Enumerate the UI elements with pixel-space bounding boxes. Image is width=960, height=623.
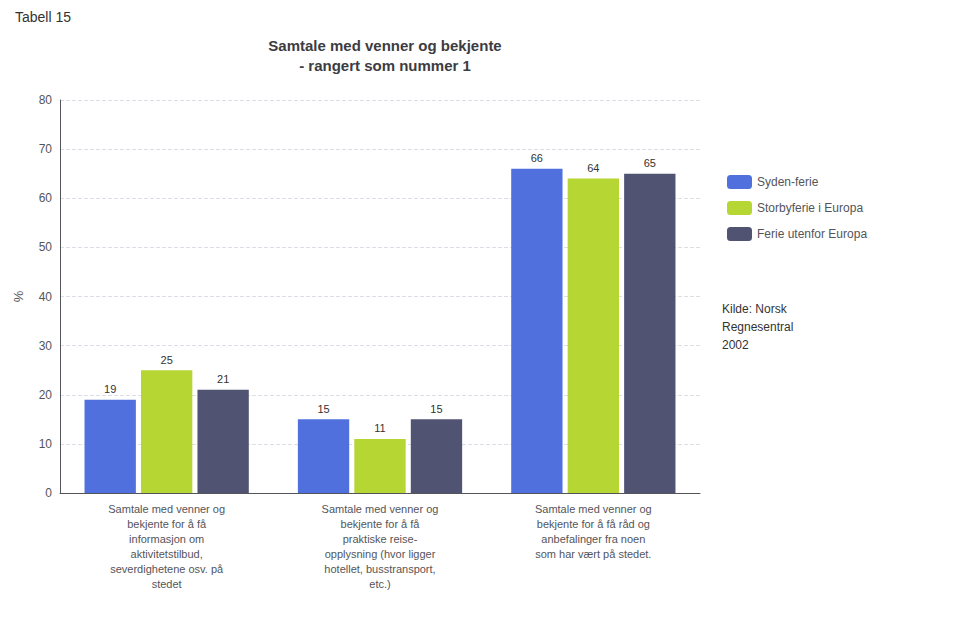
svg-text:40: 40 — [39, 290, 53, 304]
svg-text:20: 20 — [39, 388, 53, 402]
svg-text:15: 15 — [430, 403, 442, 415]
svg-text:Ferie utenfor Europa: Ferie utenfor Europa — [757, 227, 867, 241]
svg-text:65: 65 — [644, 157, 656, 169]
svg-text:10: 10 — [39, 437, 53, 451]
svg-text:Samtale med venner og: Samtale med venner og — [535, 503, 652, 515]
svg-text:Syden-ferie: Syden-ferie — [757, 175, 819, 189]
svg-text:Samtale med venner og: Samtale med venner og — [322, 503, 439, 515]
svg-text:Regnesentral: Regnesentral — [722, 320, 793, 334]
svg-text:66: 66 — [531, 152, 543, 164]
svg-text:bekjente for å få: bekjente for å få — [127, 518, 207, 530]
svg-text:anbefalinger fra noen: anbefalinger fra noen — [541, 533, 645, 545]
svg-text:- rangert som nummer 1: - rangert som nummer 1 — [299, 57, 471, 74]
svg-text:50: 50 — [39, 240, 53, 254]
svg-text:11: 11 — [374, 422, 385, 434]
svg-text:informasjon om: informasjon om — [129, 533, 204, 545]
svg-text:bekjente for å få råd og: bekjente for å få råd og — [537, 518, 650, 530]
svg-text:%: % — [11, 290, 26, 302]
svg-text:64: 64 — [587, 162, 599, 174]
svg-text:Storbyferie i Europa: Storbyferie i Europa — [757, 201, 863, 215]
svg-text:etc.): etc.) — [369, 578, 390, 590]
svg-text:praktiske reise-: praktiske reise- — [343, 533, 418, 545]
svg-text:bekjente for å få: bekjente for å få — [341, 518, 421, 530]
svg-text:70: 70 — [39, 142, 53, 156]
svg-text:15: 15 — [317, 403, 329, 415]
svg-text:Samtale med venner og bekjente: Samtale med venner og bekjente — [268, 37, 501, 54]
svg-text:severdighetene osv. på: severdighetene osv. på — [110, 563, 224, 575]
svg-text:opplysning (hvor ligger: opplysning (hvor ligger — [325, 548, 436, 560]
svg-text:19: 19 — [104, 383, 116, 395]
svg-text:Kilde: Norsk: Kilde: Norsk — [722, 302, 788, 316]
svg-text:stedet: stedet — [152, 578, 182, 590]
svg-text:aktivitetstilbud,: aktivitetstilbud, — [131, 548, 203, 560]
svg-text:21: 21 — [217, 373, 229, 385]
svg-text:Samtale med venner og: Samtale med venner og — [108, 503, 225, 515]
svg-text:som har vært på stedet.: som har vært på stedet. — [535, 548, 651, 560]
svg-text:Tabell 15: Tabell 15 — [15, 9, 71, 25]
svg-text:30: 30 — [39, 339, 53, 353]
svg-text:25: 25 — [161, 354, 173, 366]
svg-text:60: 60 — [39, 191, 53, 205]
svg-text:80: 80 — [39, 93, 53, 107]
svg-text:0: 0 — [45, 486, 52, 500]
svg-text:hotellet, busstransport,: hotellet, busstransport, — [324, 563, 435, 575]
svg-text:2002: 2002 — [722, 338, 749, 352]
